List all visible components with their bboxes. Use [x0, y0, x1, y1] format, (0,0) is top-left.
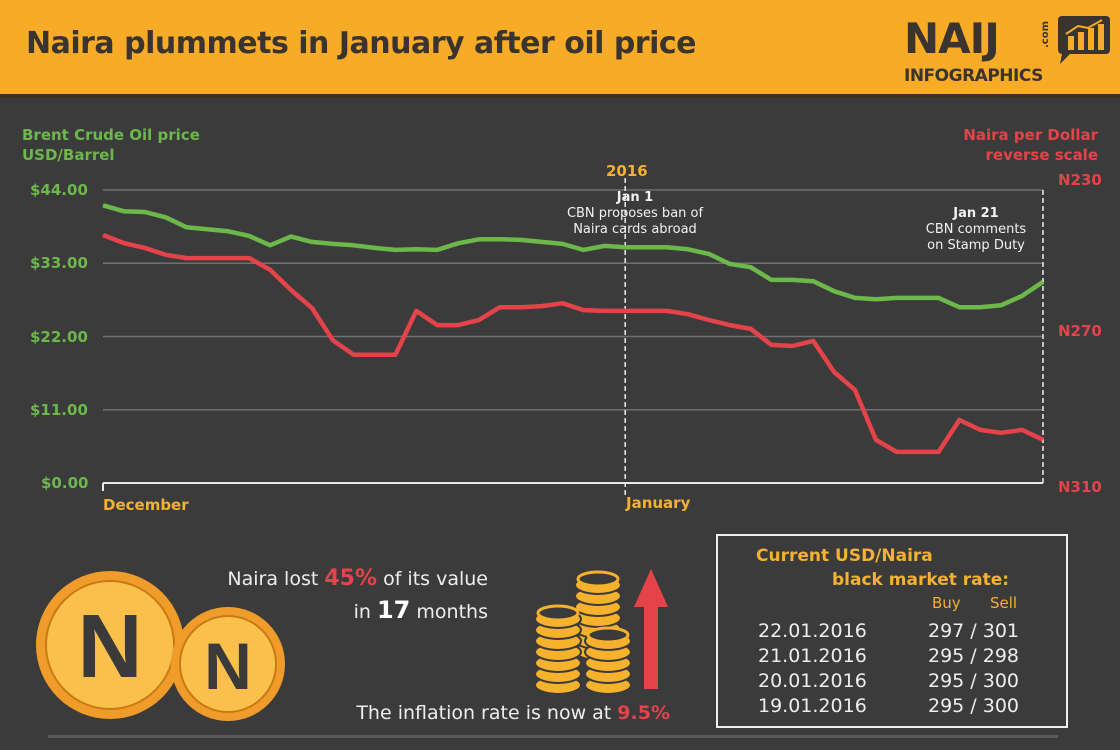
logo-main-text: NAIJ	[904, 14, 1000, 63]
months-stat: in 17 months	[160, 596, 488, 624]
coin-symbol: N	[204, 629, 252, 703]
stat-text: Naira lost	[227, 568, 319, 590]
annotation-text: on Stamp Duty	[927, 238, 1025, 253]
bar-chart-speech-icon	[1058, 16, 1110, 64]
right-axis-title-line1: Naira per Dollar	[963, 126, 1098, 144]
annotation-text: CBN proposes ban of	[566, 206, 704, 221]
inflation-value: 9.5%	[617, 702, 670, 724]
black-market-rate-panel: Current USD/Naira black market rate: Buy…	[716, 534, 1068, 728]
rate-value: 297 / 301	[928, 620, 1020, 642]
naira-lost-stat: Naira lost 45% of its value	[160, 566, 488, 591]
inflation-stat: The inflation rate is now at 9.5%	[300, 702, 670, 724]
annotation-jan1: Jan 1 CBN proposes ban of Naira cards ab…	[540, 190, 730, 238]
left-tick: $33.00	[30, 254, 88, 272]
rate-title-line2: black market rate:	[832, 570, 1010, 590]
sell-header: Sell	[990, 594, 1018, 612]
stat-text: in	[353, 601, 371, 623]
rate-date: 21.01.2016	[758, 645, 867, 667]
coin-symbol: N	[78, 597, 143, 697]
annotation-jan21: Jan 21 CBN comments on Stamp Duty	[912, 206, 1040, 254]
rate-value: 295 / 300	[928, 695, 1020, 717]
header-banner: Naira plummets in January after oil pric…	[0, 0, 1120, 98]
left-tick: $11.00	[30, 401, 88, 419]
stat-text: months	[416, 601, 488, 623]
arrow-up-icon	[644, 605, 658, 689]
right-tick: N310	[1058, 478, 1102, 496]
coin-stacks-icon	[534, 569, 668, 695]
rate-date: 22.01.2016	[758, 620, 867, 642]
stat-text: of its value	[383, 568, 488, 590]
rate-date: 19.01.2016	[758, 695, 867, 717]
rate-value: 295 / 298	[928, 645, 1020, 667]
right-axis-title-line2: reverse scale	[985, 146, 1099, 164]
right-tick: N230	[1058, 171, 1102, 189]
months-value: 17	[376, 596, 411, 624]
left-axis-title: Brent Crude Oil price USD/Barrel	[22, 125, 200, 165]
rate-title-line1: Current USD/Naira	[756, 546, 933, 566]
x-tick-december: December	[103, 496, 189, 514]
annotation-text: CBN comments	[925, 222, 1027, 237]
rate-date: 20.01.2016	[758, 670, 867, 692]
bottom-divider	[48, 735, 1058, 738]
rate-value: 295 / 300	[928, 670, 1020, 692]
buy-header: Buy	[932, 594, 961, 612]
left-tick: $0.00	[41, 474, 89, 492]
right-tick: N270	[1058, 322, 1102, 340]
naij-logo: NAIJ .com INFOGRAPHICS	[904, 12, 1114, 88]
oil-price-line	[102, 203, 1045, 310]
right-axis-title: Naira per Dollar reverse scale	[963, 125, 1098, 165]
left-tick: $44.00	[30, 181, 88, 199]
page-title: Naira plummets in January after oil pric…	[26, 26, 697, 61]
naira-rate-line	[102, 232, 1044, 455]
naira-coins-icon: N N	[36, 571, 285, 721]
annotation-title: Jan 21	[953, 206, 999, 221]
x-tick-january: January	[626, 494, 691, 512]
year-label: 2016	[606, 162, 648, 180]
stat-text: The inflation rate is now at	[356, 702, 612, 724]
left-axis-title-line1: Brent Crude Oil price	[22, 126, 200, 144]
naira-lost-percent: 45%	[324, 566, 378, 591]
annotation-title: Jan 1	[616, 190, 654, 205]
logo-sub-text: INFOGRAPHICS	[904, 66, 1043, 86]
left-tick: $22.00	[30, 328, 88, 346]
left-axis-title-line2: USD/Barrel	[22, 146, 115, 164]
annotation-text: Naira cards abroad	[573, 222, 697, 237]
